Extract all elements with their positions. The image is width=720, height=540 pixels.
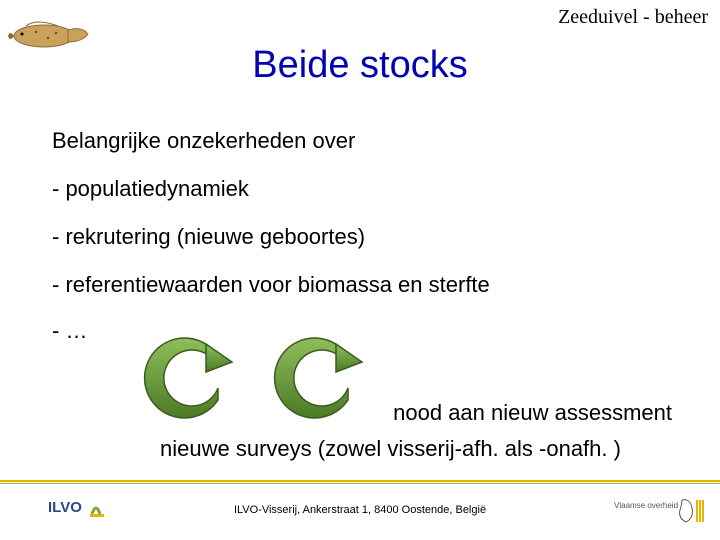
bullet-2: - rekrutering (nieuwe geboortes) bbox=[52, 224, 365, 250]
conclusion-2: nieuwe surveys (zowel visserij-afh. als … bbox=[160, 436, 621, 462]
footer-divider-gold bbox=[0, 480, 720, 482]
bullet-3: - referentiewaarden voor biomassa en ste… bbox=[52, 272, 490, 298]
curved-arrow-icon bbox=[258, 328, 368, 443]
footer-text: ILVO-Visserij, Ankerstraat 1, 8400 Ooste… bbox=[0, 504, 720, 516]
bullet-4: - … bbox=[52, 318, 87, 344]
vlaamse-overheid-text: Vlaamse overheid bbox=[614, 501, 678, 510]
conclusion-1: nood aan nieuw assessment bbox=[393, 400, 672, 426]
page-title: Beide stocks bbox=[0, 44, 720, 87]
intro-text: Belangrijke onzekerheden over bbox=[52, 128, 355, 154]
curved-arrow-icon bbox=[128, 328, 238, 443]
slide: Zeeduivel - beheer Beide stocks Belangri… bbox=[0, 0, 720, 540]
footer-divider-green bbox=[0, 483, 720, 484]
bullet-1: - populatiedynamiek bbox=[52, 176, 249, 202]
header-breadcrumb: Zeeduivel - beheer bbox=[558, 6, 708, 29]
vlaamse-overheid-logo: Vlaamse overheid bbox=[614, 496, 704, 531]
